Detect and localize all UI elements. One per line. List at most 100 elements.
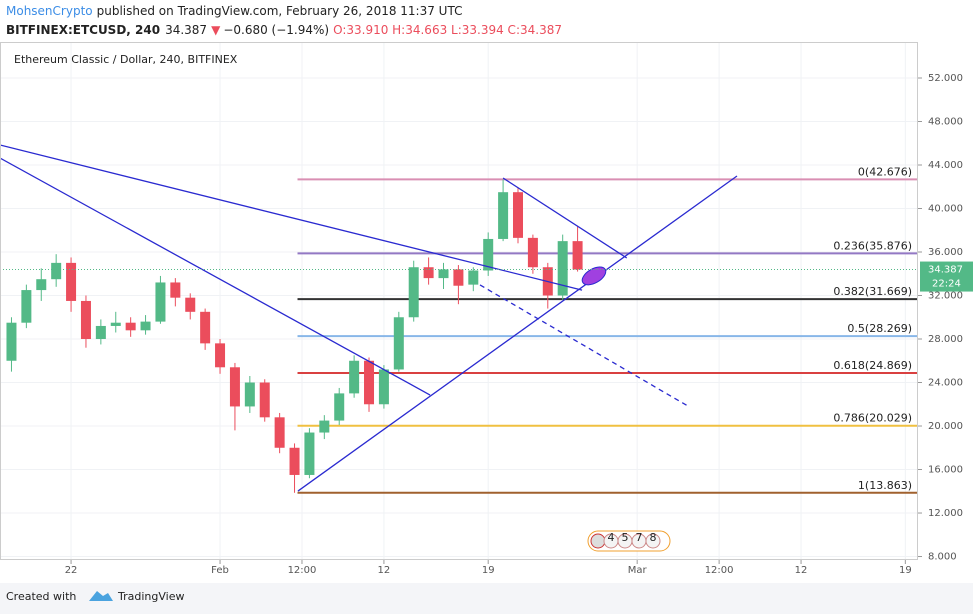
candle-body <box>483 238 494 271</box>
candle-body <box>110 322 121 326</box>
candle-body <box>51 262 62 280</box>
candle-body <box>200 311 211 344</box>
plot: 0(42.676) 0.236(35.876) 0.382(31.669) 0.5(2… <box>0 42 918 560</box>
footer-brand[interactable]: TradingView <box>117 590 184 603</box>
candle-body <box>378 369 389 405</box>
event-label: 5 <box>622 531 629 544</box>
event-flag <box>590 533 606 549</box>
event-label: 7 <box>636 531 643 544</box>
x-tick-label: Feb <box>211 565 229 576</box>
candle-body <box>557 241 568 296</box>
trendline <box>479 284 689 407</box>
x-tick-label: Mar <box>628 565 648 576</box>
y-tick-label: 40.000 <box>928 204 963 215</box>
candle-body <box>512 192 523 238</box>
trendline <box>297 175 738 492</box>
candle-body <box>423 267 434 279</box>
y-tick-label: 8.000 <box>928 552 957 563</box>
candle-body <box>21 290 32 323</box>
candle-body <box>408 267 419 318</box>
candle-body <box>572 241 583 270</box>
countdown: 22:24 <box>932 279 961 290</box>
x-tick-label: 22 <box>65 565 78 576</box>
candle-body <box>215 343 226 368</box>
candle-body <box>527 237 538 268</box>
candle-body <box>244 382 255 407</box>
x-tick-label: 12:00 <box>288 565 317 576</box>
chart-title: Ethereum Classic / Dollar, 240, BITFINEX <box>14 53 238 66</box>
candle-body <box>66 262 77 301</box>
fib-label: 0.618(24.869) <box>833 359 912 372</box>
candle-body <box>438 269 449 279</box>
y-tick-label: 52.000 <box>928 73 963 84</box>
y-tick-label: 16.000 <box>928 465 963 476</box>
symbol: BITFINEX:ETCUSD, 240 <box>6 23 160 37</box>
last: 34.387 <box>165 23 207 37</box>
ohlc: O:33.910 H:34.663 L:33.394 C:34.387 <box>333 23 562 37</box>
brand-logo <box>89 591 113 601</box>
trendline <box>502 177 628 259</box>
x-tick-label: 12:00 <box>705 565 734 576</box>
fib-label: 0(42.676) <box>858 165 912 178</box>
candle-body <box>498 192 509 239</box>
trendline <box>0 157 431 396</box>
last-price-box <box>920 261 973 292</box>
candle-body <box>304 432 315 475</box>
candle-body <box>36 279 47 291</box>
trendline <box>0 144 583 291</box>
footer-bar <box>0 583 973 614</box>
candle-body <box>319 420 330 433</box>
event-label: 8 <box>650 531 657 544</box>
author[interactable]: MohsenCrypto <box>6 4 93 18</box>
candle-body <box>155 282 166 322</box>
publish-line: MohsenCrypto published on TradingView.com… <box>6 4 462 18</box>
y-tick-label: 24.000 <box>928 378 963 389</box>
x-tick-label: 12 <box>795 565 808 576</box>
candle-body <box>289 447 300 475</box>
change: −0.680 (−1.94%) <box>223 23 329 37</box>
y-tick-label: 36.000 <box>928 247 963 258</box>
candle-body <box>185 297 196 312</box>
candle-body <box>6 322 17 361</box>
y-tick-label: 48.000 <box>928 116 963 127</box>
y-tick-label: 44.000 <box>928 160 963 171</box>
highlight <box>581 266 607 286</box>
y-tick-label: 32.000 <box>928 291 963 302</box>
candle-body <box>453 269 464 286</box>
event-label: 4 <box>608 531 615 544</box>
symbol-line: BITFINEX:ETCUSD, 240 34.387 ▼ −0.680 (−1.94… <box>6 23 562 37</box>
candle-body <box>468 270 479 285</box>
fib-label: 0.5(28.269) <box>847 322 912 335</box>
x-tick-label: 12 <box>378 565 391 576</box>
candle-body <box>80 300 91 340</box>
x-tick-label: 19 <box>482 565 495 576</box>
candle-body <box>393 317 404 370</box>
candle-body <box>229 367 240 407</box>
fib-label: 0.236(35.876) <box>833 239 912 252</box>
candle-body <box>125 322 136 331</box>
y-tick-label: 12.000 <box>928 508 963 519</box>
candle-body <box>259 382 270 418</box>
y-tick-label: 28.000 <box>928 334 963 345</box>
plot-frame <box>0 42 918 560</box>
fib-label: 0.786(20.029) <box>833 412 912 425</box>
candle-body <box>274 417 285 448</box>
candle-body <box>140 321 151 331</box>
candle-body <box>170 282 181 298</box>
candle-body <box>95 325 106 340</box>
candle-body <box>364 360 375 405</box>
fib-label: 0.382(31.669) <box>833 285 912 298</box>
last-price-label: 34.387 <box>928 265 963 276</box>
x-tick-label: 19 <box>899 565 912 576</box>
fib-label: 1(13.863) <box>858 479 912 492</box>
candle-body <box>349 360 360 394</box>
event-badge <box>645 533 661 549</box>
candle-body <box>334 393 345 421</box>
footer-created: Created with <box>6 590 76 603</box>
published: published on TradingView.com, February 2… <box>97 4 463 18</box>
y-tick-label: 20.000 <box>928 421 963 432</box>
arrow: ▼ <box>211 23 221 37</box>
